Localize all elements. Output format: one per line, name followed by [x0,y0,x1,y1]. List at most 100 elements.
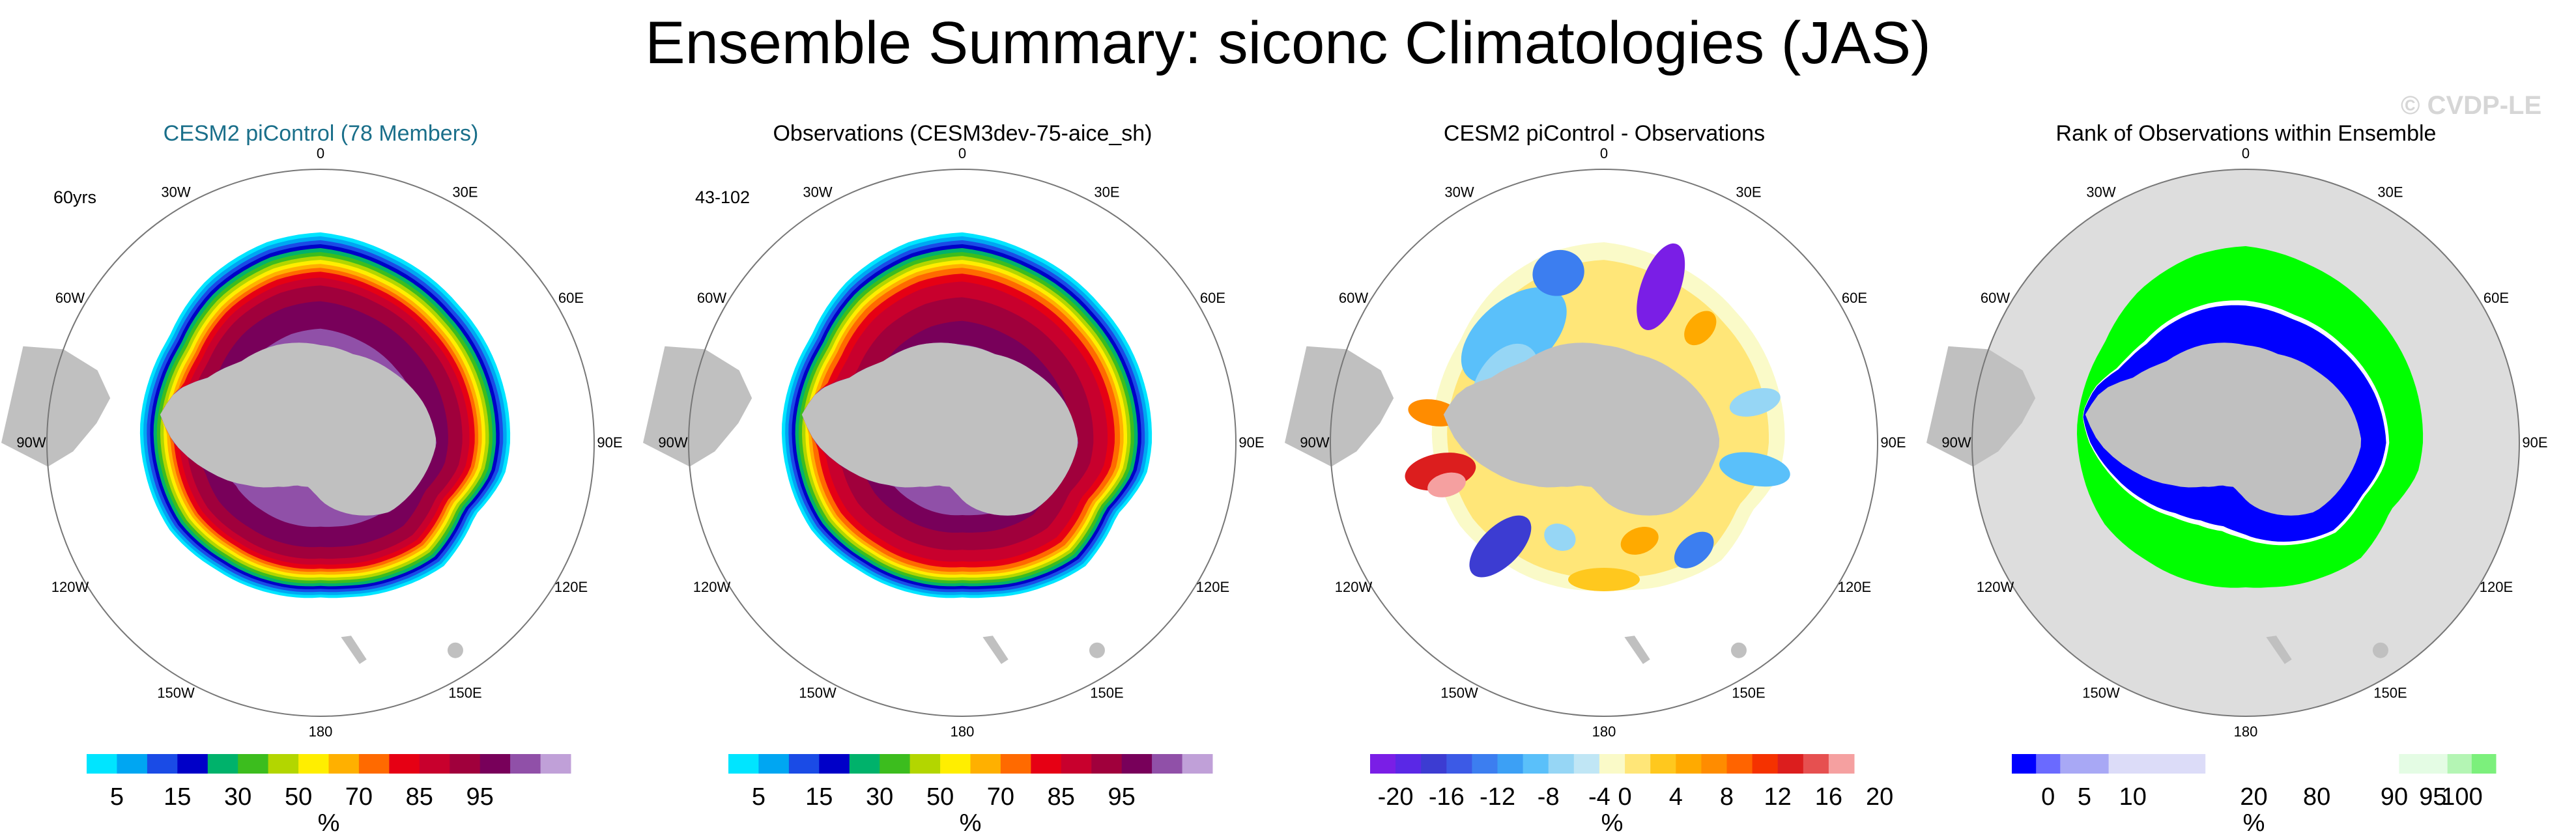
colorbar-tick-label: 95 [466,783,494,811]
colorbar-swatch [540,754,571,774]
colorbar-tick-label: -4 [1588,783,1610,811]
antarctica-land [2085,343,2362,516]
colorbar-tick-label: -12 [1480,783,1515,811]
colorbar-swatch [268,754,299,774]
tasmania-land [447,642,463,658]
colorbar-swatch [147,754,178,774]
longitude-label: 120W [51,579,89,595]
longitude-label: 60E [1842,290,1867,306]
colorbar-swatch [1803,754,1829,774]
map-boundary [1971,169,2520,717]
longitude-label: 60E [558,290,584,306]
colorbar-swatch [1421,754,1447,774]
south-america-land [643,346,752,467]
colorbar-tick-label: 4 [1669,783,1683,811]
panel-title: Observations (CESM3dev-75-aice_sh) [773,121,1152,146]
colorbar-tick-label: 15 [164,783,191,811]
colorbar-tick-label: 8 [1720,783,1734,811]
longitude-label: 150E [1090,685,1123,701]
longitude-label: 120W [693,579,731,595]
diff-anomaly [1620,526,1659,555]
colorbar-swatch [117,754,148,774]
new-zealand-land [341,636,367,664]
panel-title: CESM2 piControl (78 Members) [163,121,479,146]
colorbar-tick-label: 5 [2078,783,2091,811]
diff-anomaly [1532,249,1584,296]
period-label: 43-102 [695,188,751,207]
diff-anomaly [1729,387,1781,417]
diff-anomaly [1544,524,1576,551]
south-america-land [1926,346,2036,467]
panel-observations: Observations (CESM3dev-75-aice_sh) 43-10… [642,117,1283,840]
colorbar-swatch [1370,754,1396,774]
diff-anomaly [1568,568,1640,591]
colorbar-tick-label: 85 [406,783,433,811]
colorbar-swatch [2205,754,2303,774]
longitude-label: 180 [951,723,975,740]
colorbar-tick-label: 5 [752,783,766,811]
colorbar-swatch [1061,754,1092,774]
colorbar-swatch [450,754,481,774]
longitude-label: 90W [1300,434,1329,451]
colorbar-tick-label: 20 [2240,783,2267,811]
tasmania-land [2372,642,2388,658]
longitude-label: 120W [1335,579,1373,595]
longitude-label: 30W [803,184,832,201]
polar-map: 0 30E 60E 90E 120E 150E 180 150W 120W 90W 60W 30W -2… [1285,145,1906,837]
panel-title: CESM2 piControl - Observations [1443,121,1766,146]
longitude-label: 120E [1838,579,1871,595]
colorbar-swatch [1091,754,1123,774]
colorbar-swatch [1000,754,1031,774]
longitude-label: 90E [2522,434,2547,451]
colorbar-swatch [2012,754,2037,774]
longitude-label: 180 [1592,723,1616,740]
polar-map: 0 30E 60E 90E 120E 150E 180 150W 120W 90W 60W 30W 5 1… [643,145,1265,837]
longitude-label: 90W [1941,434,1971,451]
antarctica-land [1443,343,1720,516]
colorbar-tick-label: 20 [1866,783,1893,811]
colorbar-swatch [238,754,269,774]
colorbar-unit: % [2243,809,2265,837]
colorbar-swatch [1121,754,1152,774]
longitude-label: 60W [1981,290,2010,306]
colorbar-swatch [1548,754,1575,774]
colorbar-swatch [1676,754,1702,774]
colorbar-swatch [510,754,541,774]
colorbar-swatch [2399,754,2448,774]
colorbar-tick-label: 5 [110,783,124,811]
colorbar-tick-label: -20 [1378,783,1414,811]
longitude-label: 90E [597,434,622,451]
longitude-label: 90E [1238,434,1264,451]
colorbar-swatch [2471,754,2497,774]
colorbar-swatch [758,754,790,774]
colorbar-swatch [1726,754,1753,774]
longitude-label: 150E [2373,685,2407,701]
longitude-label: 30E [452,184,478,201]
colorbar-tick-label: 90 [2381,783,2408,811]
south-america-land [1,346,111,467]
period-label: 60yrs [53,188,97,207]
colorbar-swatch [328,754,360,774]
longitude-label: 90E [1880,434,1906,451]
colorbar-swatch [419,754,450,774]
colorbar-tick-label: 80 [2303,783,2330,811]
colorbar-tick-label: 70 [345,783,373,811]
longitude-label: 150E [1732,685,1765,701]
colorbar-tick-label: 10 [2119,783,2147,811]
longitude-label: 30W [161,184,190,201]
watermark: © CVDP-LE [2401,91,2542,120]
longitude-label: 60W [55,290,85,306]
antarctica-land [160,343,436,516]
colorbar-swatch [207,754,238,774]
colorbar-tick-label: 50 [926,783,954,811]
longitude-label: 120W [1977,579,2014,595]
colorbar-tick-label: 100 [2441,783,2482,811]
longitude-label: 120E [1196,579,1229,595]
colorbar-swatch [1650,754,1676,774]
longitude-label: 60E [2483,290,2509,306]
colorbar-swatch [1031,754,1062,774]
longitude-label: 90W [658,434,687,451]
map-boundary [46,169,595,717]
longitude-label: 150E [448,685,481,701]
